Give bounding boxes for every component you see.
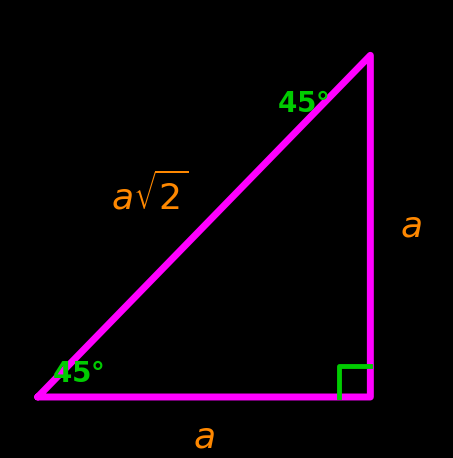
Text: $a$: $a$ <box>193 420 215 454</box>
Text: $a$: $a$ <box>400 209 422 243</box>
Text: $a\sqrt{2}$: $a\sqrt{2}$ <box>111 173 189 217</box>
Text: $\mathbf{45°}$: $\mathbf{45°}$ <box>52 361 104 388</box>
Text: $\mathbf{45°}$: $\mathbf{45°}$ <box>277 91 329 118</box>
